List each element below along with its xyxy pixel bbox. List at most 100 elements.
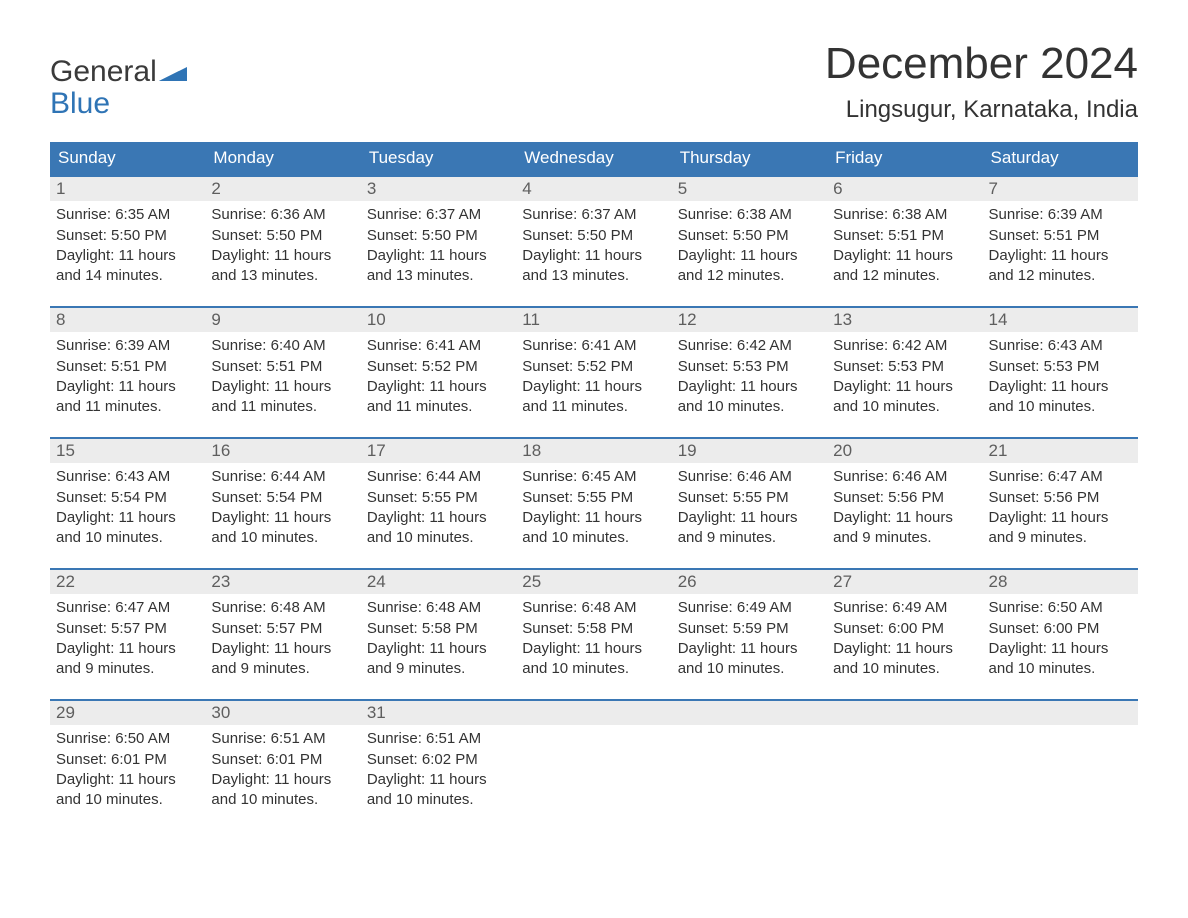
day-number: 10 bbox=[367, 310, 386, 329]
day-sunset: Sunset: 5:50 PM bbox=[56, 226, 199, 246]
day-body: Sunrise: 6:38 AMSunset: 5:51 PMDaylight:… bbox=[827, 201, 982, 292]
day-dl1: Daylight: 11 hours bbox=[56, 246, 199, 266]
day-number: 30 bbox=[211, 703, 230, 722]
day-number-bar: 31 bbox=[361, 701, 516, 725]
day-body: Sunrise: 6:41 AMSunset: 5:52 PMDaylight:… bbox=[516, 332, 671, 423]
day-number-bar: 15 bbox=[50, 439, 205, 463]
day-number-bar: 12 bbox=[672, 308, 827, 332]
day-dl2: and 10 minutes. bbox=[56, 528, 199, 548]
day-sunrise: Sunrise: 6:42 AM bbox=[678, 336, 821, 356]
brand-logo: General Blue bbox=[50, 56, 187, 119]
title-block: December 2024 Lingsugur, Karnataka, Indi… bbox=[825, 40, 1138, 136]
day-dl1: Daylight: 11 hours bbox=[56, 770, 199, 790]
day-dl2: and 10 minutes. bbox=[989, 659, 1132, 679]
day-cell: 26Sunrise: 6:49 AMSunset: 5:59 PMDayligh… bbox=[672, 570, 827, 685]
day-body: Sunrise: 6:35 AMSunset: 5:50 PMDaylight:… bbox=[50, 201, 205, 292]
dow-friday: Friday bbox=[827, 142, 982, 175]
day-sunset: Sunset: 5:55 PM bbox=[367, 488, 510, 508]
day-cell: 25Sunrise: 6:48 AMSunset: 5:58 PMDayligh… bbox=[516, 570, 671, 685]
dow-monday: Monday bbox=[205, 142, 360, 175]
day-body: Sunrise: 6:44 AMSunset: 5:54 PMDaylight:… bbox=[205, 463, 360, 554]
day-number: 7 bbox=[989, 179, 998, 198]
day-dl1: Daylight: 11 hours bbox=[211, 639, 354, 659]
calendar-grid: Sunday Monday Tuesday Wednesday Thursday… bbox=[50, 142, 1138, 816]
day-sunset: Sunset: 6:02 PM bbox=[367, 750, 510, 770]
day-number-bar: 7 bbox=[983, 177, 1138, 201]
day-body: Sunrise: 6:47 AMSunset: 5:56 PMDaylight:… bbox=[983, 463, 1138, 554]
day-dl1: Daylight: 11 hours bbox=[211, 246, 354, 266]
day-number-bar: 29 bbox=[50, 701, 205, 725]
day-number: 29 bbox=[56, 703, 75, 722]
day-number: 18 bbox=[522, 441, 541, 460]
day-sunrise: Sunrise: 6:49 AM bbox=[833, 598, 976, 618]
day-body: Sunrise: 6:46 AMSunset: 5:56 PMDaylight:… bbox=[827, 463, 982, 554]
day-body: Sunrise: 6:48 AMSunset: 5:58 PMDaylight:… bbox=[516, 594, 671, 685]
day-number-bar: 13 bbox=[827, 308, 982, 332]
day-dl2: and 10 minutes. bbox=[522, 659, 665, 679]
day-body: Sunrise: 6:41 AMSunset: 5:52 PMDaylight:… bbox=[361, 332, 516, 423]
day-dl2: and 10 minutes. bbox=[989, 397, 1132, 417]
day-of-week-header: Sunday Monday Tuesday Wednesday Thursday… bbox=[50, 142, 1138, 175]
day-number: 17 bbox=[367, 441, 386, 460]
day-cell: 17Sunrise: 6:44 AMSunset: 5:55 PMDayligh… bbox=[361, 439, 516, 554]
day-cell: 31Sunrise: 6:51 AMSunset: 6:02 PMDayligh… bbox=[361, 701, 516, 816]
day-body: Sunrise: 6:50 AMSunset: 6:00 PMDaylight:… bbox=[983, 594, 1138, 685]
dow-thursday: Thursday bbox=[672, 142, 827, 175]
day-number-bar: 21 bbox=[983, 439, 1138, 463]
day-sunset: Sunset: 5:51 PM bbox=[989, 226, 1132, 246]
day-sunrise: Sunrise: 6:35 AM bbox=[56, 205, 199, 225]
day-dl2: and 9 minutes. bbox=[56, 659, 199, 679]
day-number-bar: 8 bbox=[50, 308, 205, 332]
day-dl1: Daylight: 11 hours bbox=[522, 508, 665, 528]
day-number-bar: 1 bbox=[50, 177, 205, 201]
day-dl2: and 10 minutes. bbox=[367, 528, 510, 548]
empty-day-bar bbox=[983, 701, 1138, 725]
day-dl1: Daylight: 11 hours bbox=[989, 246, 1132, 266]
day-number: 14 bbox=[989, 310, 1008, 329]
day-sunset: Sunset: 5:53 PM bbox=[989, 357, 1132, 377]
day-sunrise: Sunrise: 6:40 AM bbox=[211, 336, 354, 356]
day-number: 20 bbox=[833, 441, 852, 460]
day-dl1: Daylight: 11 hours bbox=[367, 246, 510, 266]
day-cell: 13Sunrise: 6:42 AMSunset: 5:53 PMDayligh… bbox=[827, 308, 982, 423]
day-cell: 2Sunrise: 6:36 AMSunset: 5:50 PMDaylight… bbox=[205, 177, 360, 292]
day-dl1: Daylight: 11 hours bbox=[833, 377, 976, 397]
day-number: 27 bbox=[833, 572, 852, 591]
day-cell: 29Sunrise: 6:50 AMSunset: 6:01 PMDayligh… bbox=[50, 701, 205, 816]
day-sunrise: Sunrise: 6:48 AM bbox=[522, 598, 665, 618]
day-number-bar: 9 bbox=[205, 308, 360, 332]
day-cell: 22Sunrise: 6:47 AMSunset: 5:57 PMDayligh… bbox=[50, 570, 205, 685]
day-sunrise: Sunrise: 6:46 AM bbox=[678, 467, 821, 487]
day-dl2: and 11 minutes. bbox=[211, 397, 354, 417]
day-body: Sunrise: 6:37 AMSunset: 5:50 PMDaylight:… bbox=[361, 201, 516, 292]
day-cell: 7Sunrise: 6:39 AMSunset: 5:51 PMDaylight… bbox=[983, 177, 1138, 292]
day-dl1: Daylight: 11 hours bbox=[989, 377, 1132, 397]
day-number: 3 bbox=[367, 179, 376, 198]
day-dl1: Daylight: 11 hours bbox=[522, 377, 665, 397]
day-cell: 1Sunrise: 6:35 AMSunset: 5:50 PMDaylight… bbox=[50, 177, 205, 292]
day-dl2: and 10 minutes. bbox=[56, 790, 199, 810]
day-dl2: and 10 minutes. bbox=[367, 790, 510, 810]
day-dl1: Daylight: 11 hours bbox=[678, 508, 821, 528]
day-cell: 15Sunrise: 6:43 AMSunset: 5:54 PMDayligh… bbox=[50, 439, 205, 554]
day-number: 4 bbox=[522, 179, 531, 198]
day-sunset: Sunset: 5:53 PM bbox=[678, 357, 821, 377]
day-sunset: Sunset: 6:01 PM bbox=[56, 750, 199, 770]
brand-flag-icon bbox=[159, 56, 187, 88]
day-sunrise: Sunrise: 6:39 AM bbox=[56, 336, 199, 356]
day-dl1: Daylight: 11 hours bbox=[833, 508, 976, 528]
day-number-bar: 4 bbox=[516, 177, 671, 201]
day-sunrise: Sunrise: 6:38 AM bbox=[833, 205, 976, 225]
day-body: Sunrise: 6:49 AMSunset: 5:59 PMDaylight:… bbox=[672, 594, 827, 685]
day-sunrise: Sunrise: 6:41 AM bbox=[522, 336, 665, 356]
day-dl2: and 9 minutes. bbox=[678, 528, 821, 548]
day-dl1: Daylight: 11 hours bbox=[211, 770, 354, 790]
day-body: Sunrise: 6:43 AMSunset: 5:54 PMDaylight:… bbox=[50, 463, 205, 554]
day-body: Sunrise: 6:49 AMSunset: 6:00 PMDaylight:… bbox=[827, 594, 982, 685]
day-number: 24 bbox=[367, 572, 386, 591]
day-dl2: and 9 minutes. bbox=[211, 659, 354, 679]
empty-day-bar bbox=[827, 701, 982, 725]
week-row: 8Sunrise: 6:39 AMSunset: 5:51 PMDaylight… bbox=[50, 306, 1138, 423]
day-cell: 10 Sunrise: 6:41 AMSunset: 5:52 PMDayligh… bbox=[361, 308, 516, 423]
day-dl1: Daylight: 11 hours bbox=[367, 770, 510, 790]
